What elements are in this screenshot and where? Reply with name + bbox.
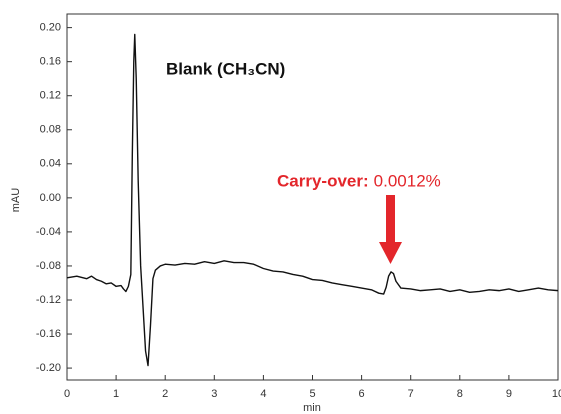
- x-tick-label: 1: [113, 388, 119, 400]
- x-tick-label: 4: [260, 388, 266, 400]
- x-tick-label: 2: [162, 388, 168, 400]
- x-tick-label: 7: [408, 388, 414, 400]
- x-tick-label: 9: [506, 388, 512, 400]
- x-tick-label: 10: [552, 388, 561, 400]
- y-axis-label: mAU: [10, 188, 22, 213]
- y-tick-label: 0.16: [40, 56, 61, 68]
- x-tick-label: 6: [359, 388, 365, 400]
- x-tick-label: 3: [211, 388, 217, 400]
- y-tick-label: 0.04: [40, 158, 61, 170]
- annotation-carry-over: Carry-over:: [277, 171, 369, 190]
- plot-frame: [66, 13, 559, 381]
- y-tick-label: 0.20: [40, 22, 61, 34]
- x-tick-label: 5: [309, 388, 315, 400]
- chromatogram-line: [66, 33, 559, 367]
- y-tick-label: -0.16: [36, 328, 61, 340]
- annotation-blank: Blank (CH₃CN): [166, 59, 285, 78]
- y-tick-label: 0.12: [40, 90, 61, 102]
- y-tick-label: -0.20: [36, 362, 61, 374]
- x-tick-label: 0: [64, 388, 70, 400]
- y-tick-label: 0.08: [40, 124, 61, 136]
- y-tick-label: -0.12: [36, 294, 61, 306]
- y-tick-label: -0.04: [36, 226, 61, 238]
- arrow-head: [379, 242, 402, 264]
- x-tick-label: 8: [457, 388, 463, 400]
- x-axis-label: min: [303, 402, 321, 414]
- arrow-shaft: [386, 195, 395, 245]
- y-tick-label: -0.08: [36, 260, 61, 272]
- annotation-value: 0.0012%: [374, 171, 441, 190]
- y-tick-label: 0.00: [40, 192, 61, 204]
